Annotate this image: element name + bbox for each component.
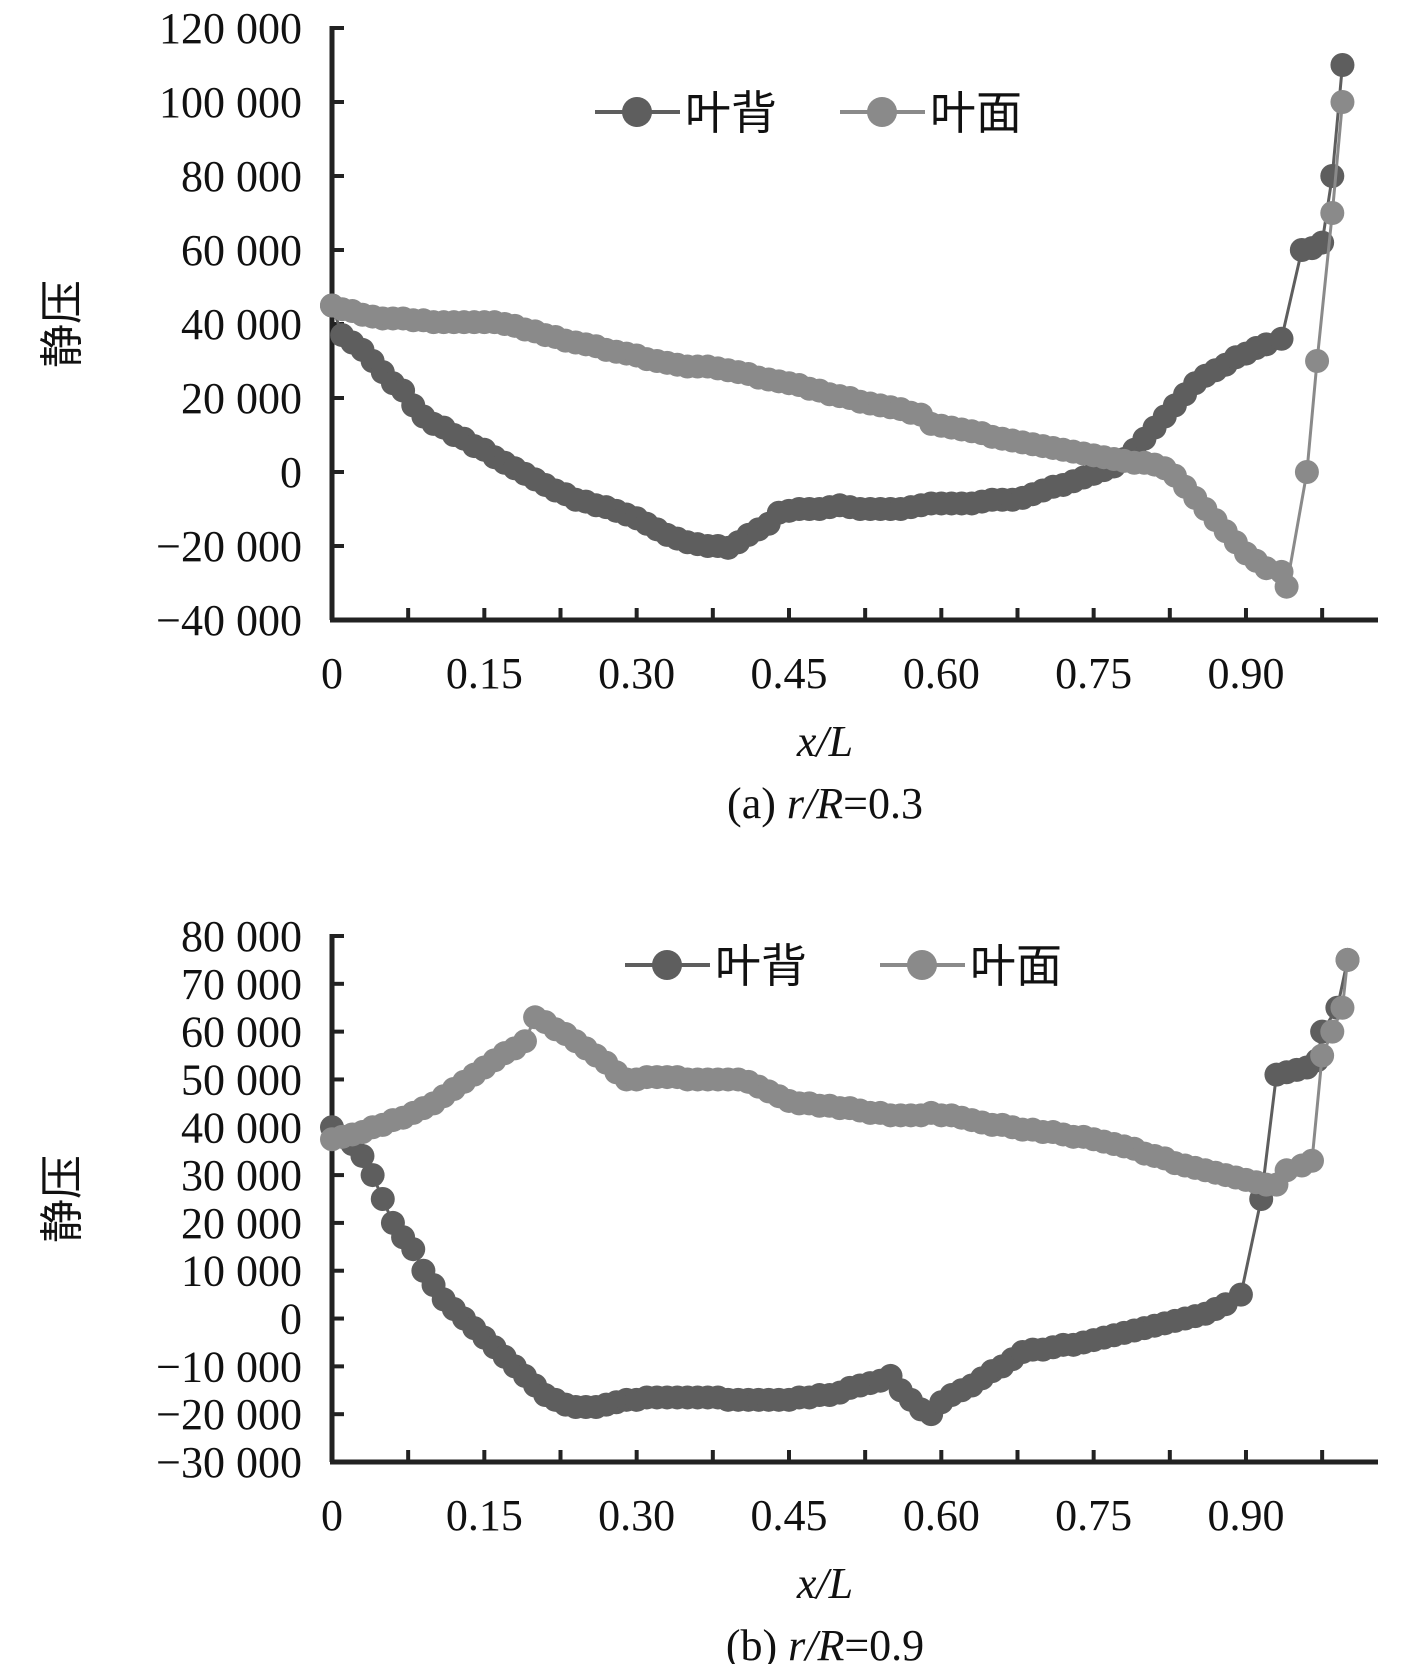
y-tick-label: 50 000	[181, 1055, 302, 1104]
legend-marker	[867, 97, 897, 127]
data-point	[1320, 201, 1345, 225]
legend-marker	[622, 97, 652, 127]
y-tick-label: 60 000	[181, 1008, 302, 1057]
caption-value: =0.3	[843, 779, 923, 828]
x-tick-label: 0.30	[598, 649, 675, 698]
x-tick-label: 0.75	[1055, 649, 1132, 698]
legend: 叶背 叶面	[625, 939, 1062, 993]
y-tick-label: −20 000	[156, 1390, 302, 1439]
caption-value: =0.9	[844, 1621, 924, 1664]
y-tick-label: 20 000	[181, 374, 302, 423]
caption-prefix: (b)	[726, 1621, 788, 1664]
y-tick-label: 10 000	[181, 1247, 302, 1296]
x-axis-title: x/L	[796, 1559, 853, 1608]
y-tick-label: 80 000	[181, 152, 302, 201]
legend-label: 叶背	[715, 939, 807, 993]
x-tick-label: 0.15	[446, 649, 523, 698]
x-tick-label: 0.60	[903, 649, 980, 698]
x-tick-label: 0.45	[750, 1491, 827, 1540]
series-pressure-side	[320, 947, 1360, 1197]
series-suction-side	[320, 947, 1360, 1427]
data-point	[1305, 349, 1330, 373]
data-point	[1330, 995, 1355, 1020]
data-point	[1320, 1019, 1345, 1044]
y-tick-label: 70 000	[181, 960, 302, 1009]
x-tick-label: 0.90	[1207, 649, 1284, 698]
data-point	[1310, 1043, 1335, 1068]
series-pressure-side	[320, 90, 1355, 599]
y-tick-label: 30 000	[181, 1151, 302, 1200]
y-tick-label: −40 000	[156, 596, 302, 645]
x-tick-label: 0.90	[1207, 1491, 1284, 1540]
y-tick-label: 80 000	[181, 912, 302, 961]
legend-label: 叶面	[970, 939, 1062, 993]
data-point	[1294, 460, 1319, 484]
data-point	[1299, 1148, 1324, 1173]
y-tick-label: 0	[280, 448, 302, 497]
data-point	[401, 1237, 426, 1262]
y-tick-label: −30 000	[156, 1438, 302, 1487]
series-suction-side	[320, 53, 1355, 560]
data-point	[1330, 90, 1355, 114]
y-tick-label: 120 000	[159, 4, 302, 53]
x-tick-label: 0.45	[750, 649, 827, 698]
figure-caption: (a) r/R=0.3	[727, 779, 923, 828]
y-tick-label: 20 000	[181, 1199, 302, 1248]
figure-caption: (b) r/R=0.9	[726, 1621, 924, 1664]
y-axis-title: 静压	[38, 1155, 87, 1243]
caption-prefix: (a)	[727, 779, 787, 828]
data-point	[1274, 574, 1299, 599]
legend-marker	[652, 950, 682, 980]
x-axis-title: x/L	[796, 717, 853, 766]
y-tick-label: 0	[280, 1295, 302, 1344]
x-tick-label: 0.75	[1055, 1491, 1132, 1540]
series-line	[330, 64, 1344, 550]
x-tick-label: 0.30	[598, 1491, 675, 1540]
x-tick-label: 0.60	[903, 1491, 980, 1540]
data-point	[1320, 164, 1345, 188]
y-tick-label: 40 000	[181, 1103, 302, 1152]
data-point	[1269, 326, 1294, 351]
legend-label: 叶面	[930, 86, 1022, 140]
data-point	[1228, 1282, 1253, 1307]
y-tick-label: 60 000	[181, 226, 302, 275]
y-axis-title: 静压	[38, 280, 87, 368]
x-tick-label: 0.15	[446, 1491, 523, 1540]
caption-variable: r/R	[788, 1621, 844, 1664]
legend: 叶背 叶面	[595, 86, 1022, 140]
data-point	[360, 1163, 385, 1188]
x-tick-label: 0	[321, 1491, 343, 1540]
legend-label: 叶背	[685, 86, 777, 140]
y-tick-label: 100 000	[159, 78, 302, 127]
legend-marker	[907, 950, 937, 980]
data-point	[350, 1143, 375, 1168]
x-tick-label: 0	[321, 649, 343, 698]
y-tick-label: −10 000	[156, 1342, 302, 1391]
y-tick-label: 40 000	[181, 300, 302, 349]
data-point	[1330, 53, 1355, 77]
data-point	[1335, 947, 1360, 972]
y-tick-label: −20 000	[156, 522, 302, 571]
data-point	[370, 1187, 395, 1211]
data-point	[512, 1029, 537, 1054]
caption-variable: r/R	[787, 779, 843, 828]
